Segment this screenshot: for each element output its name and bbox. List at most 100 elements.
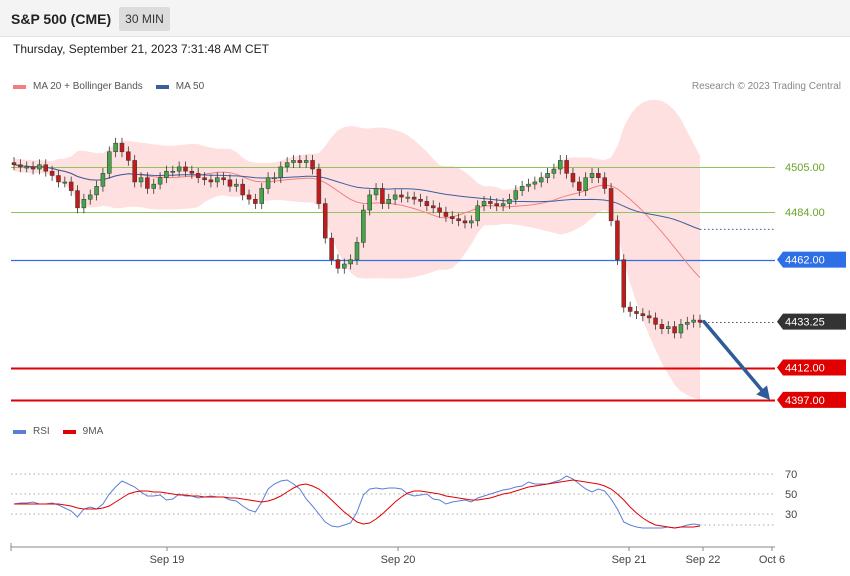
candle-up: [87, 194, 93, 200]
candle-down: [202, 177, 207, 181]
candle-down: [145, 177, 150, 189]
candle-up: [500, 203, 506, 206]
candle-up: [583, 177, 588, 191]
candle-up: [348, 259, 353, 265]
candle-down: [329, 237, 334, 260]
level-tag-label: 4397.00: [785, 395, 825, 407]
candle-down: [30, 166, 36, 170]
candle-up: [215, 177, 220, 183]
x-tick-label: Sep 21: [612, 554, 647, 566]
legend-item-rsi: RSI: [13, 426, 50, 437]
level-tag-label: 4462.00: [785, 255, 825, 267]
timestamp: Thursday, September 21, 2023 7:31:48 AM …: [13, 42, 269, 56]
x-tick-label: Sep 22: [686, 554, 721, 566]
candle-down: [316, 168, 322, 204]
candle-up: [507, 198, 512, 204]
candle-down: [411, 196, 417, 200]
candle-up: [526, 183, 531, 187]
candle-up: [354, 242, 360, 260]
candle-down: [119, 142, 125, 153]
candle-down: [596, 173, 601, 178]
candle-down: [621, 259, 627, 308]
candle-down: [424, 201, 430, 206]
rsi-9ma-line: [14, 479, 701, 529]
level-tag-2: 4462.00: [777, 251, 846, 268]
candle-up: [62, 181, 68, 184]
candle-up: [138, 177, 144, 183]
legend-label-9ma: 9MA: [82, 426, 104, 437]
ma50-swatch: [155, 84, 169, 89]
candle-up: [284, 162, 290, 168]
level-tag-bg: [777, 251, 846, 268]
candle-up: [678, 324, 684, 334]
candle-up: [386, 198, 392, 204]
candle-down: [310, 160, 315, 170]
candle-down: [132, 160, 137, 183]
candle-down: [208, 179, 214, 183]
candle-down: [602, 177, 607, 189]
candle-down: [672, 326, 677, 334]
candle-down: [246, 194, 252, 200]
level-tag-bg: [777, 359, 846, 376]
legend-item-ma20: MA 20 + Bollinger Bands: [13, 81, 143, 92]
candle-down: [18, 164, 23, 168]
candle-up: [367, 194, 372, 211]
projection-arrow-shaft: [702, 319, 767, 396]
ma50-line: [13, 164, 701, 230]
candle-down: [297, 160, 303, 163]
rsi-tick-label: 30: [785, 509, 797, 521]
candle-down: [399, 194, 404, 198]
candle-up: [24, 166, 29, 169]
candle-up: [665, 326, 671, 329]
price-legend: MA 20 + Bollinger Bands MA 50: [13, 81, 217, 92]
header-bar: S&P 500 (CME) 30 MIN: [0, 0, 850, 37]
candle-down: [570, 173, 576, 183]
candle-down: [322, 203, 328, 239]
candle-up: [37, 164, 42, 170]
candle-down: [335, 259, 341, 269]
candle-up: [342, 263, 347, 269]
candle-down: [43, 164, 49, 172]
candle-down: [437, 207, 442, 213]
x-tick-label: Sep 19: [150, 554, 185, 566]
candle-down: [456, 218, 461, 222]
rsi-legend: RSI 9MA: [13, 426, 116, 437]
ma20-swatch: [13, 84, 26, 89]
candle-down: [380, 188, 385, 204]
candle-down: [195, 173, 201, 178]
level-tag-0: 4505.00: [785, 162, 825, 174]
candle-down: [221, 177, 226, 181]
candle-up: [81, 198, 87, 209]
legend-label-ma50: MA 50: [175, 81, 205, 92]
candle-up: [176, 166, 182, 172]
candle-down: [634, 311, 639, 314]
candle-down: [253, 198, 258, 204]
candle-down: [646, 315, 652, 319]
candle-down: [577, 181, 582, 191]
rsi-swatch: [13, 429, 26, 434]
candle-down: [640, 313, 646, 317]
legend-label-ma20: MA 20 + Bollinger Bands: [33, 81, 143, 92]
legend-item-ma50: MA 50: [155, 81, 205, 92]
candle-down: [430, 205, 436, 209]
candle-down: [189, 170, 195, 174]
candle-down: [627, 306, 633, 312]
candle-down: [659, 324, 665, 329]
candle-up: [361, 209, 366, 243]
level-tag-4: 4412.00: [777, 359, 846, 376]
candle-down: [653, 317, 658, 325]
candle-down: [443, 211, 449, 217]
level-tag-label: 4433.25: [785, 317, 825, 329]
level-tag-label: 4484.00: [785, 207, 825, 219]
candle-up: [373, 188, 379, 196]
candle-up: [481, 201, 487, 206]
candle-up: [532, 181, 538, 185]
candle-down: [68, 181, 74, 191]
rsi-tick-label: 70: [785, 469, 797, 481]
x-tick-label: Oct 6: [759, 554, 785, 566]
candle-up: [513, 190, 519, 200]
candle-up: [519, 186, 525, 191]
candle-down: [494, 203, 499, 206]
candle-up: [100, 173, 106, 187]
timeframe-button[interactable]: 30 MIN: [119, 7, 170, 31]
